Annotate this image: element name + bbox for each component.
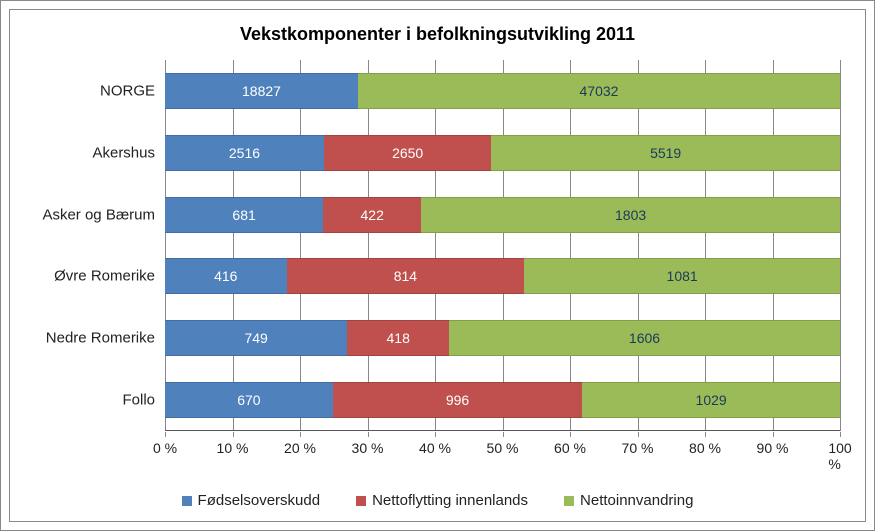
bar-segment: 1803 [421,197,840,233]
y-axis-label: Øvre Romerike [54,268,165,285]
x-tick-label: 10 % [217,440,249,456]
bar-segment: 670 [165,382,333,418]
bar-segment: 2516 [165,135,324,171]
bar-segment: 681 [165,197,323,233]
bar-row: NORGE1882747032 [165,73,840,109]
x-tick-label: 0 % [153,440,177,456]
x-tick-label: 60 % [554,440,586,456]
gridline [840,60,841,431]
x-tick-label: 40 % [419,440,451,456]
bar-segment: 18827 [165,73,358,109]
legend-item: Nettoinnvandring [564,492,693,509]
legend-label: Nettoflytting innenlands [372,492,528,509]
x-axis: 0 %10 %20 %30 %40 %50 %60 %70 %80 %90 %1… [165,436,840,461]
bar-segment: 749 [165,320,347,356]
x-tick-label: 100 % [828,440,851,472]
y-axis-label: Asker og Bærum [42,206,165,223]
bar-segment: 47032 [358,73,840,109]
bar-segment: 814 [287,258,525,294]
legend-swatch [356,496,366,506]
bar-segment: 422 [323,197,421,233]
legend-item: Nettoflytting innenlands [356,492,528,509]
legend-swatch [182,496,192,506]
x-tick-mark [638,432,639,437]
y-axis-label: Nedre Romerike [46,330,165,347]
legend-swatch [564,496,574,506]
bar-segment: 996 [333,382,582,418]
x-axis-line [165,430,840,431]
chart-title: Vekstkomponenter i befolkningsutvikling … [10,10,865,53]
legend-label: Fødselsoverskudd [198,492,321,509]
gridline [165,60,166,431]
gridline [233,60,234,431]
x-tick-label: 80 % [689,440,721,456]
gridline [503,60,504,431]
bar-row: Follo6709961029 [165,382,840,418]
gridline [705,60,706,431]
gridline [638,60,639,431]
x-tick-mark [368,432,369,437]
x-tick-label: 50 % [487,440,519,456]
bar-segment: 2650 [324,135,491,171]
y-axis-label: Akershus [92,144,165,161]
bar-segment: 416 [165,258,287,294]
bar-segment: 1606 [449,320,840,356]
y-axis-label: NORGE [100,82,165,99]
x-tick-mark [503,432,504,437]
chart-inner: Vekstkomponenter i befolkningsutvikling … [9,9,866,522]
bar-row: Nedre Romerike7494181606 [165,320,840,356]
bar-row: Akershus251626505519 [165,135,840,171]
y-axis-label: Follo [122,392,165,409]
gridline [300,60,301,431]
gridline [368,60,369,431]
x-tick-mark [300,432,301,437]
x-tick-mark [705,432,706,437]
x-tick-label: 90 % [757,440,789,456]
chart-container: Vekstkomponenter i befolkningsutvikling … [0,0,875,531]
x-tick-label: 70 % [622,440,654,456]
x-tick-mark [165,432,166,437]
x-tick-mark [233,432,234,437]
bar-segment: 1029 [582,382,840,418]
bar-segment: 1081 [524,258,840,294]
bar-row: Asker og Bærum6814221803 [165,197,840,233]
legend-label: Nettoinnvandring [580,492,693,509]
gridline [570,60,571,431]
gridline [435,60,436,431]
x-tick-label: 30 % [352,440,384,456]
gridline [773,60,774,431]
legend: Fødselsoverskudd Nettoflytting innenlands… [10,492,865,509]
x-tick-mark [570,432,571,437]
bar-row: Øvre Romerike4168141081 [165,258,840,294]
plot-area: NORGE1882747032 Akershus251626505519 Asker… [165,60,840,431]
bar-segment: 418 [347,320,449,356]
bar-segment: 5519 [491,135,840,171]
x-tick-label: 20 % [284,440,316,456]
legend-item: Fødselsoverskudd [182,492,321,509]
x-tick-mark [840,432,841,437]
x-tick-mark [773,432,774,437]
x-tick-mark [435,432,436,437]
